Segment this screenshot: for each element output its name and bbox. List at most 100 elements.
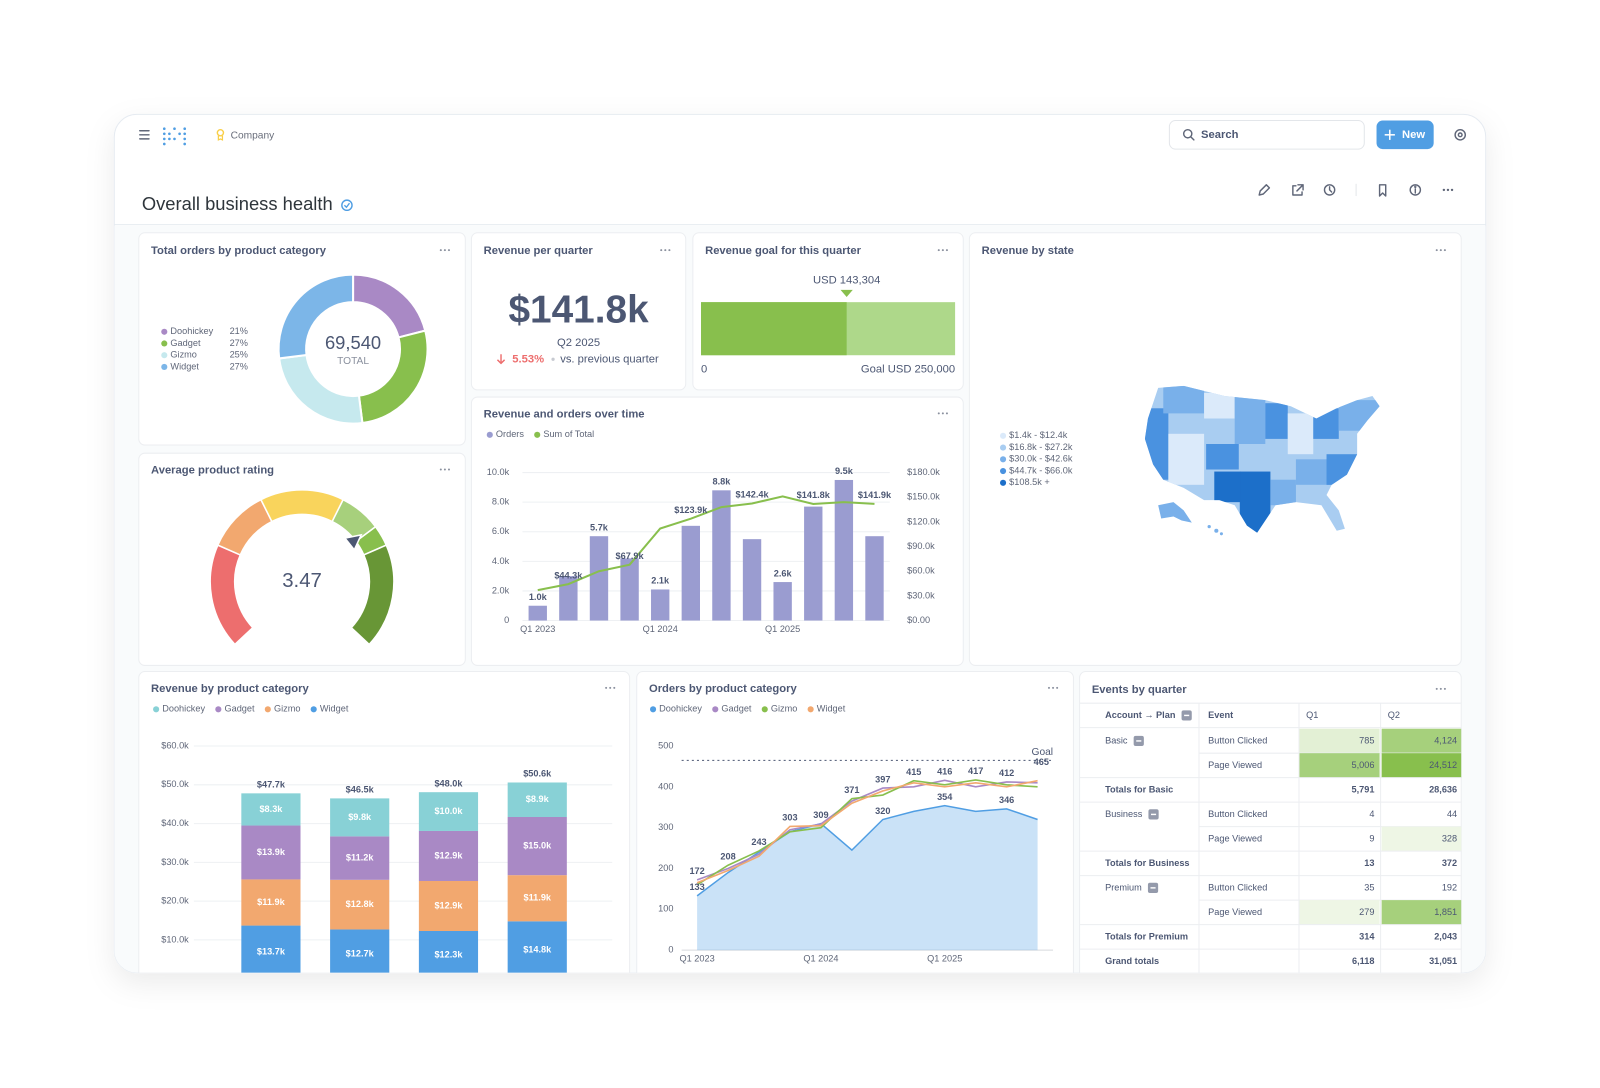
card-menu[interactable] bbox=[605, 686, 616, 689]
bar-segment bbox=[241, 793, 301, 826]
segment-label: $13.7k bbox=[257, 947, 286, 957]
column-header: Q2 bbox=[1388, 710, 1400, 720]
data-label: 5.7k bbox=[590, 522, 609, 532]
legend-label: Widget bbox=[170, 361, 199, 371]
card-menu[interactable] bbox=[660, 249, 671, 252]
card-title: Orders by product category bbox=[649, 683, 798, 695]
dashboard-title: Overall business health bbox=[142, 193, 333, 214]
card bbox=[636, 671, 1074, 973]
bookmark-icon[interactable] bbox=[1378, 184, 1387, 197]
card-title: Revenue by product category bbox=[151, 683, 309, 695]
bar-segment bbox=[418, 880, 479, 931]
data-label: $141.8k bbox=[797, 490, 831, 500]
bar bbox=[620, 558, 639, 621]
data-label: 371 bbox=[844, 785, 859, 795]
table-cell: Premium bbox=[1105, 882, 1142, 892]
legend-dot bbox=[712, 706, 719, 713]
area bbox=[697, 805, 1038, 951]
legend-label: Gizmo bbox=[274, 704, 301, 714]
scalar-comparison: vs. previous quarter bbox=[560, 353, 659, 365]
logo[interactable] bbox=[162, 127, 187, 146]
card-menu[interactable] bbox=[439, 249, 450, 252]
data-label: 354 bbox=[937, 792, 953, 802]
total-cell: Grand totals bbox=[1105, 956, 1159, 966]
card-menu[interactable] bbox=[1435, 687, 1446, 690]
segment-label: $9.8k bbox=[348, 812, 372, 822]
cell-heat bbox=[1381, 826, 1462, 852]
table-cell: 328 bbox=[1442, 833, 1457, 843]
column-header: Q1 bbox=[1306, 710, 1318, 720]
verified-icon bbox=[341, 199, 353, 212]
progress-marker bbox=[840, 289, 853, 298]
legend-dot bbox=[161, 363, 168, 371]
card-title: Events by quarter bbox=[1092, 684, 1187, 696]
total-cell: 6,118 bbox=[1352, 956, 1374, 966]
y-tick-label: 500 bbox=[658, 740, 673, 750]
more-icon[interactable] bbox=[1442, 188, 1454, 192]
card-menu[interactable] bbox=[1047, 686, 1059, 689]
card-menu[interactable] bbox=[439, 468, 450, 471]
data-label: 8.8k bbox=[712, 477, 731, 487]
card-menus bbox=[439, 249, 1446, 690]
card-menu[interactable] bbox=[937, 412, 948, 415]
bar-segment bbox=[418, 830, 479, 881]
total-label: $48.0k bbox=[434, 778, 463, 788]
bar bbox=[589, 536, 609, 621]
menu-icon[interactable] bbox=[139, 130, 150, 140]
segment-label: $11.9k bbox=[523, 893, 551, 903]
edit-icon[interactable] bbox=[1258, 184, 1271, 196]
breadcrumb[interactable]: Company bbox=[231, 131, 276, 142]
new-button-label[interactable]: New bbox=[1402, 129, 1425, 141]
card-menu[interactable] bbox=[937, 249, 948, 252]
legend-label: Gadget bbox=[224, 704, 255, 714]
total-cell: Totals for Basic bbox=[1105, 784, 1173, 794]
legend-label: $1.4k - $12.4k bbox=[1009, 430, 1068, 440]
legend-label: Doohickey bbox=[170, 326, 213, 336]
legend-label: Gadget bbox=[170, 338, 201, 348]
y2-tick-label: $180.0k bbox=[907, 467, 940, 477]
cell-heat bbox=[1381, 728, 1462, 754]
gauge-segment bbox=[350, 544, 395, 646]
info-icon[interactable] bbox=[1409, 184, 1422, 196]
y-tick-label: $20.0k bbox=[161, 896, 189, 906]
data-label: $123.9k bbox=[674, 505, 708, 515]
share-icon[interactable] bbox=[1292, 184, 1304, 196]
table-cell: 24,512 bbox=[1429, 760, 1457, 770]
card-menu[interactable] bbox=[1435, 249, 1446, 252]
y-tick-label: 400 bbox=[658, 781, 673, 791]
settings-icon[interactable] bbox=[1454, 129, 1467, 141]
collection-icon bbox=[216, 129, 225, 141]
y-tick-label: $60.0k bbox=[161, 740, 189, 750]
x-tick-label: Q1 2025 bbox=[927, 954, 962, 964]
bar bbox=[528, 605, 547, 621]
data-label: 412 bbox=[999, 768, 1014, 778]
bar-segment bbox=[507, 817, 567, 876]
total-label: $46.5k bbox=[346, 785, 375, 795]
legend-dot bbox=[1000, 479, 1007, 486]
history-icon[interactable] bbox=[1323, 184, 1336, 196]
table-cell: 44 bbox=[1447, 809, 1457, 819]
card-title: Revenue goal for this quarter bbox=[705, 245, 861, 257]
y-tick-label: 0 bbox=[504, 615, 509, 625]
line bbox=[696, 779, 1038, 881]
legend-label: $16.8k - $27.2k bbox=[1009, 442, 1073, 452]
legend-label: Gadget bbox=[721, 704, 752, 714]
cell-heat bbox=[1381, 753, 1462, 778]
legend-dot bbox=[161, 352, 168, 359]
data-label: $67.9k bbox=[616, 551, 645, 561]
x-tick-label: Q1 2024 bbox=[803, 954, 838, 964]
data-label: 303 bbox=[782, 813, 797, 823]
total-cell: 372 bbox=[1442, 858, 1457, 868]
new-button[interactable] bbox=[1376, 120, 1434, 150]
bar-segment bbox=[330, 798, 390, 837]
total-cell: Totals for Premium bbox=[1105, 931, 1188, 941]
donut-total: 69,540 bbox=[325, 332, 381, 353]
table-cell: 4 bbox=[1369, 809, 1374, 819]
search-box[interactable] bbox=[1168, 120, 1365, 150]
data-label: $142.4k bbox=[735, 490, 769, 500]
legend-label: $30.0k - $42.6k bbox=[1009, 454, 1073, 464]
table-cell: 5,006 bbox=[1352, 760, 1375, 770]
separator-dot bbox=[551, 357, 555, 361]
segment-label: $11.2k bbox=[346, 853, 374, 863]
bar bbox=[559, 576, 578, 621]
